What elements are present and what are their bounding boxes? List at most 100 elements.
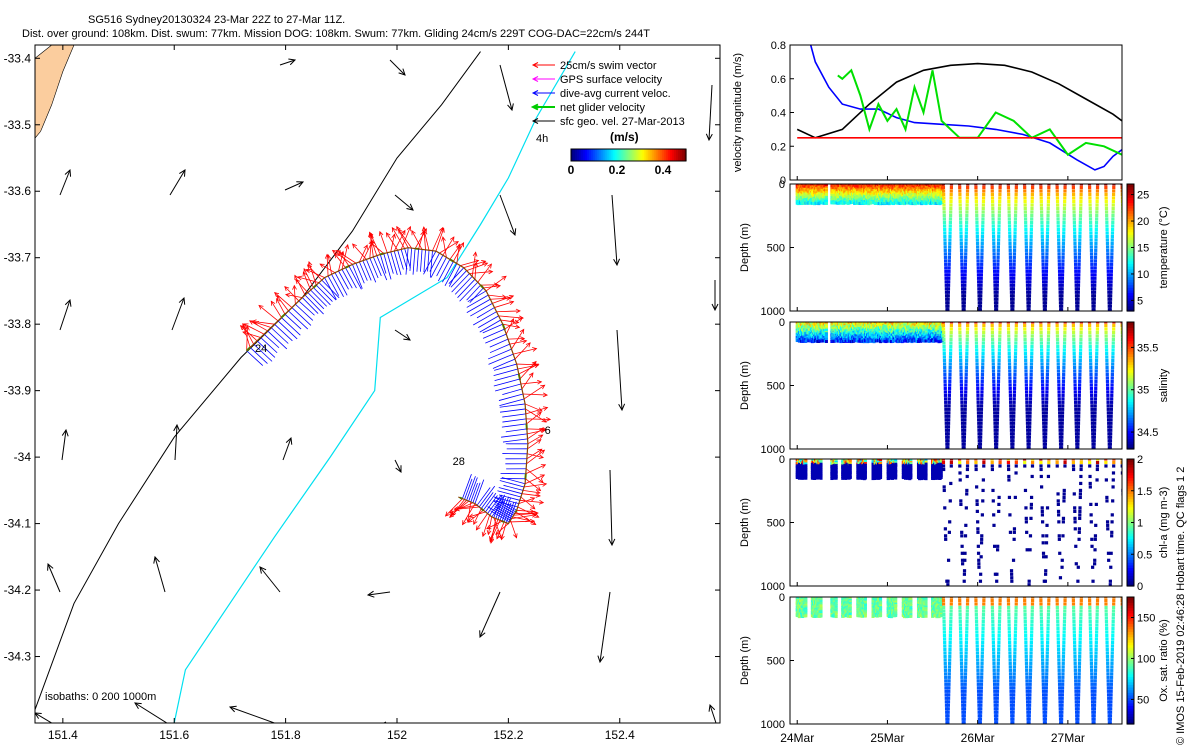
- dive-sample: [981, 344, 985, 349]
- temperature-section-colorbar-cell: [1127, 263, 1134, 267]
- sfc-geo-arrow-30-head: [708, 703, 716, 712]
- dive-sample: [965, 210, 969, 214]
- colorbar-cell-31: [632, 149, 636, 161]
- dive-sample: [949, 199, 953, 204]
- dive-sample: [1013, 355, 1018, 359]
- sfc-geo-arrow-5-head: [613, 258, 621, 267]
- colorbar-cell-40: [650, 149, 653, 161]
- dive-sample: [1061, 252, 1065, 256]
- dive-sample: [998, 199, 1002, 204]
- temperature-section-colorbar-cell: [1127, 281, 1134, 286]
- dive-sample: [976, 245, 980, 249]
- swim-vector-34: [359, 245, 368, 263]
- dive-sample: [981, 220, 985, 225]
- dive-sample: [1089, 245, 1093, 249]
- temperature-section-colorbar-cell: [1127, 268, 1134, 272]
- swim-vector-138: [476, 513, 488, 531]
- dive-sample: [1040, 234, 1044, 238]
- dive-sample: [1090, 266, 1094, 270]
- dive-sample: [996, 269, 1000, 273]
- dive-sample: [1007, 192, 1011, 197]
- map-ytick-label-6: -34: [14, 450, 32, 464]
- dive-sample: [1109, 276, 1113, 280]
- swim-vector-130: [496, 521, 505, 539]
- dive-sample: [991, 224, 995, 228]
- colorbar-cell-49: [668, 149, 671, 161]
- dive-sample: [996, 393, 1000, 397]
- dive-sample: [992, 259, 996, 263]
- dive-sample: [942, 224, 947, 228]
- swim-vector-27-head: [319, 263, 325, 269]
- dive-sample: [1023, 217, 1028, 221]
- dive-sample: [943, 397, 948, 401]
- dive-sample: [1073, 241, 1077, 245]
- dac-vector-100: [501, 423, 527, 428]
- dive-sample: [963, 287, 967, 291]
- dive-sample: [1013, 224, 1017, 228]
- dive-sample: [1007, 348, 1011, 352]
- swim-vector-66-head: [488, 269, 494, 275]
- dive-sample: [997, 238, 1001, 242]
- dive-sample: [997, 234, 1001, 238]
- dive-sample: [1093, 259, 1098, 263]
- dive-sample: [991, 358, 995, 363]
- dive-sample: [1111, 224, 1115, 228]
- dac-vector-138: [487, 494, 502, 514]
- dac-vector-145: [472, 482, 481, 503]
- vel-ytick-label-1: 0.2: [771, 141, 786, 153]
- dive-sample: [947, 411, 951, 415]
- dive-sample: [1071, 184, 1075, 186]
- dive-sample: [991, 203, 995, 207]
- dive-sample: [978, 304, 983, 308]
- dive-sample: [975, 213, 979, 218]
- dive-sample: [959, 245, 964, 249]
- dive-sample: [958, 341, 962, 345]
- colorbar-cell-36: [642, 149, 645, 161]
- swim-vector-82-head: [509, 318, 515, 324]
- temperature-section-colorbar-cell: [1127, 197, 1134, 201]
- colorbar-cell-20: [610, 149, 614, 161]
- dive-sample: [944, 283, 948, 287]
- dive-sample: [1058, 276, 1062, 280]
- dac-vector-80: [482, 323, 503, 334]
- dive-sample: [964, 386, 968, 390]
- dac-vector-62: [444, 263, 458, 286]
- dive-sample: [980, 252, 984, 256]
- swim-vector-131-head: [486, 524, 492, 530]
- dive-sample: [1062, 231, 1066, 235]
- swim-vector-146-head: [466, 517, 471, 523]
- dive-sample: [1095, 192, 1099, 197]
- dive-sample: [981, 341, 985, 345]
- dive-sample: [1047, 192, 1051, 197]
- swim-vector-104: [527, 434, 543, 445]
- dive-sample: [946, 287, 951, 291]
- dive-sample: [949, 206, 953, 211]
- dive-sample: [1030, 192, 1034, 197]
- dive-sample: [992, 245, 996, 249]
- dac-vector-112: [501, 477, 526, 485]
- dive-sample: [998, 341, 1002, 345]
- dive-sample: [1024, 224, 1028, 228]
- dive-sample: [1060, 273, 1065, 277]
- dive-sample: [998, 330, 1002, 335]
- swim-vector-66: [469, 271, 493, 274]
- dive-sample: [943, 393, 948, 397]
- dive-sample: [1120, 185, 1122, 190]
- swim-vector-3-head: [239, 325, 245, 331]
- swim-vector-20-head: [303, 268, 308, 274]
- dive-sample: [1013, 238, 1017, 242]
- dive-sample: [1079, 203, 1083, 207]
- dive-sample: [1024, 362, 1028, 366]
- dive-sample: [979, 276, 983, 280]
- swim-vector-84: [509, 340, 527, 345]
- dac-vector-86: [488, 353, 514, 365]
- dive-sample: [1011, 297, 1015, 301]
- dive-sample: [1091, 294, 1095, 298]
- dive-sample: [977, 421, 981, 425]
- dac-vector-38: [372, 256, 382, 277]
- dive-sample: [964, 383, 968, 387]
- map-ytick-label-5: -33.9: [4, 384, 32, 398]
- dive-sample: [1073, 262, 1078, 266]
- dive-sample: [1089, 238, 1093, 242]
- dive-sample: [1104, 203, 1108, 207]
